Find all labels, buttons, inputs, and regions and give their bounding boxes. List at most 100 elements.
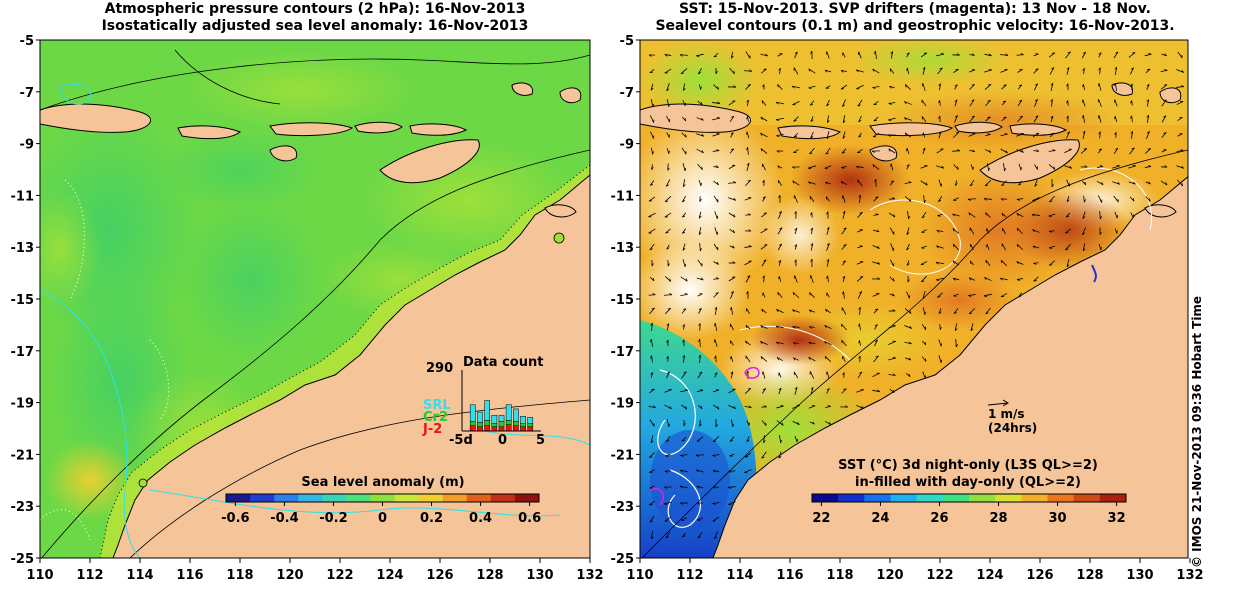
data-count-bar-srl: [505, 404, 512, 421]
pressure-contour: [129, 399, 590, 558]
colorbar-cell: [466, 494, 492, 502]
colorbar-tick-label: 26: [930, 511, 948, 526]
pressure-contour: [174, 49, 281, 105]
data-count-bar-j2: [477, 426, 483, 432]
geostrophic-velocity-arrows: [648, 50, 1185, 540]
data-count-ymax: 290: [426, 361, 453, 376]
colorbar-cell: [490, 494, 516, 502]
lon-tick-label: 126: [1026, 568, 1053, 583]
legend-srl: SRL: [423, 398, 451, 413]
data-count-bar-cr2: [469, 421, 476, 426]
data-count-bar-j2: [484, 425, 490, 432]
shelf-dotted-contour: [99, 164, 590, 558]
colorbar-tick-label: 24: [871, 511, 889, 526]
data-count-bar-srl: [527, 417, 534, 424]
colorbar-tick-label: 0.4: [469, 511, 492, 526]
velocity-scale: 1 m/s (24hrs): [987, 399, 1037, 435]
right-longitude-ticks: 110 112 114 116 118 120 122 124 126 128 130 132: [626, 558, 1204, 583]
colorbar-cell: [1021, 494, 1048, 502]
data-count-bar-cr2: [491, 423, 498, 428]
lat-tick-label: -13: [11, 241, 35, 256]
colorbar-tick-label: 32: [1108, 511, 1126, 526]
right-colorbar: SST (°C) 3d night-only (L3S QL>=2) in-fi…: [811, 458, 1127, 526]
lat-tick-label: -17: [611, 345, 635, 360]
lon-tick-label: 130: [1126, 568, 1153, 583]
lat-tick-label: -9: [20, 138, 34, 153]
lon-tick-label: 110: [626, 568, 653, 583]
colorbar-tick-label: -0.6: [221, 511, 249, 526]
colorbar-cell: [812, 494, 839, 502]
lat-tick-label: -23: [611, 500, 635, 515]
lat-tick-label: -5: [20, 34, 34, 49]
right-title-line2: Sealevel contours (0.1 m) and geostrophi…: [655, 18, 1175, 34]
data-count-bar-j2: [513, 425, 519, 432]
velocity-scale-label: 1 m/s: [988, 407, 1025, 421]
colorbar-tick-label: -0.4: [270, 511, 298, 526]
pressure-contour: [41, 149, 590, 558]
colorbar-tick-label: 0: [378, 511, 387, 526]
colorbar-cell: [1099, 494, 1127, 502]
left-panel-title: Atmospheric pressure contours (2 hPa): 1…: [40, 1, 590, 35]
lat-tick-label: -19: [11, 397, 35, 412]
lat-tick-label: -7: [20, 86, 34, 101]
dc-xtick-minus5: -5d: [449, 433, 473, 448]
colorbar-cell: [969, 494, 996, 502]
colorbar-cell: [890, 494, 918, 502]
dc-xtick-5: 5: [536, 433, 545, 448]
right-map: [640, 40, 1188, 558]
right-latitude-ticks: -5 -7 -9 -11 -13 -15 -17 -19 -21 -23 -25: [611, 34, 640, 567]
lon-tick-label: 122: [926, 568, 953, 583]
colorbar-cell: [226, 494, 251, 502]
bathymetry-contour: [149, 489, 561, 517]
colorbar-cell: [322, 494, 347, 502]
colorbar-cell: [370, 494, 396, 502]
lon-tick-label: 114: [126, 568, 153, 583]
left-map: [40, 40, 590, 558]
lat-tick-label: -25: [11, 552, 35, 567]
legend-cr2: Cr2: [423, 410, 448, 425]
data-count-bar-cr2: [505, 420, 512, 425]
left-colorbar: Sea level anomaly (m) -0.6 -0.4 -0.2 0 0.2 0.…: [221, 475, 541, 526]
colorbar-cell: [394, 494, 420, 502]
svp-drifter-track: [1091, 264, 1097, 283]
lon-tick-label: 110: [26, 568, 53, 583]
bathymetry-contour: [479, 429, 590, 446]
data-count-bar-j2: [491, 426, 498, 432]
data-count-bar-srl: [469, 404, 476, 422]
colorbar-cell: [864, 494, 891, 502]
lon-tick-label: 130: [526, 568, 553, 583]
colorbar-tick-label: 30: [1049, 511, 1067, 526]
left-title-line2: Isostatically adjusted sea level anomaly…: [101, 18, 529, 34]
data-count-bar-srl: [498, 414, 505, 422]
lat-tick-label: -5: [620, 34, 634, 49]
data-count-bar-srl: [491, 414, 498, 424]
colorbar-cell: [346, 494, 371, 502]
data-count-bar-cr2: [498, 421, 505, 428]
lon-tick-label: 126: [426, 568, 453, 583]
colorbar-tick-label: 0.6: [518, 511, 541, 526]
lon-tick-label: 112: [676, 568, 703, 583]
data-count-bar-j2: [527, 426, 534, 432]
legend-j2: J-2: [422, 422, 442, 437]
lon-tick-label: 120: [876, 568, 903, 583]
colorbar-tick-label: 0.2: [420, 511, 443, 526]
data-count-inset: Data count 290 -5d 0 5 SRL Cr2 J-2: [422, 355, 545, 448]
lat-tick-label: -21: [611, 448, 635, 463]
data-count-bar-j2: [469, 425, 476, 432]
bathymetry-contour: [40, 289, 141, 558]
colorbar-cell: [274, 494, 299, 502]
colorbar-tick-label: 28: [989, 511, 1007, 526]
colorbar-cell: [1073, 494, 1101, 502]
dc-xtick-0: 0: [498, 433, 507, 448]
lat-tick-label: -19: [611, 397, 635, 412]
lon-tick-label: 128: [1076, 568, 1103, 583]
colorbar-cell: [1047, 494, 1075, 502]
lat-tick-label: -23: [11, 500, 35, 515]
right-panel-title: SST: 15-Nov-2013. SVP drifters (magenta)…: [640, 1, 1190, 35]
data-count-bar-j2: [498, 426, 505, 432]
right-title-line1: SST: 15-Nov-2013. SVP drifters (magenta)…: [679, 1, 1151, 17]
data-count-bar-j2: [520, 426, 526, 432]
data-count-bar-srl: [520, 416, 526, 424]
lon-tick-label: 124: [976, 568, 1003, 583]
